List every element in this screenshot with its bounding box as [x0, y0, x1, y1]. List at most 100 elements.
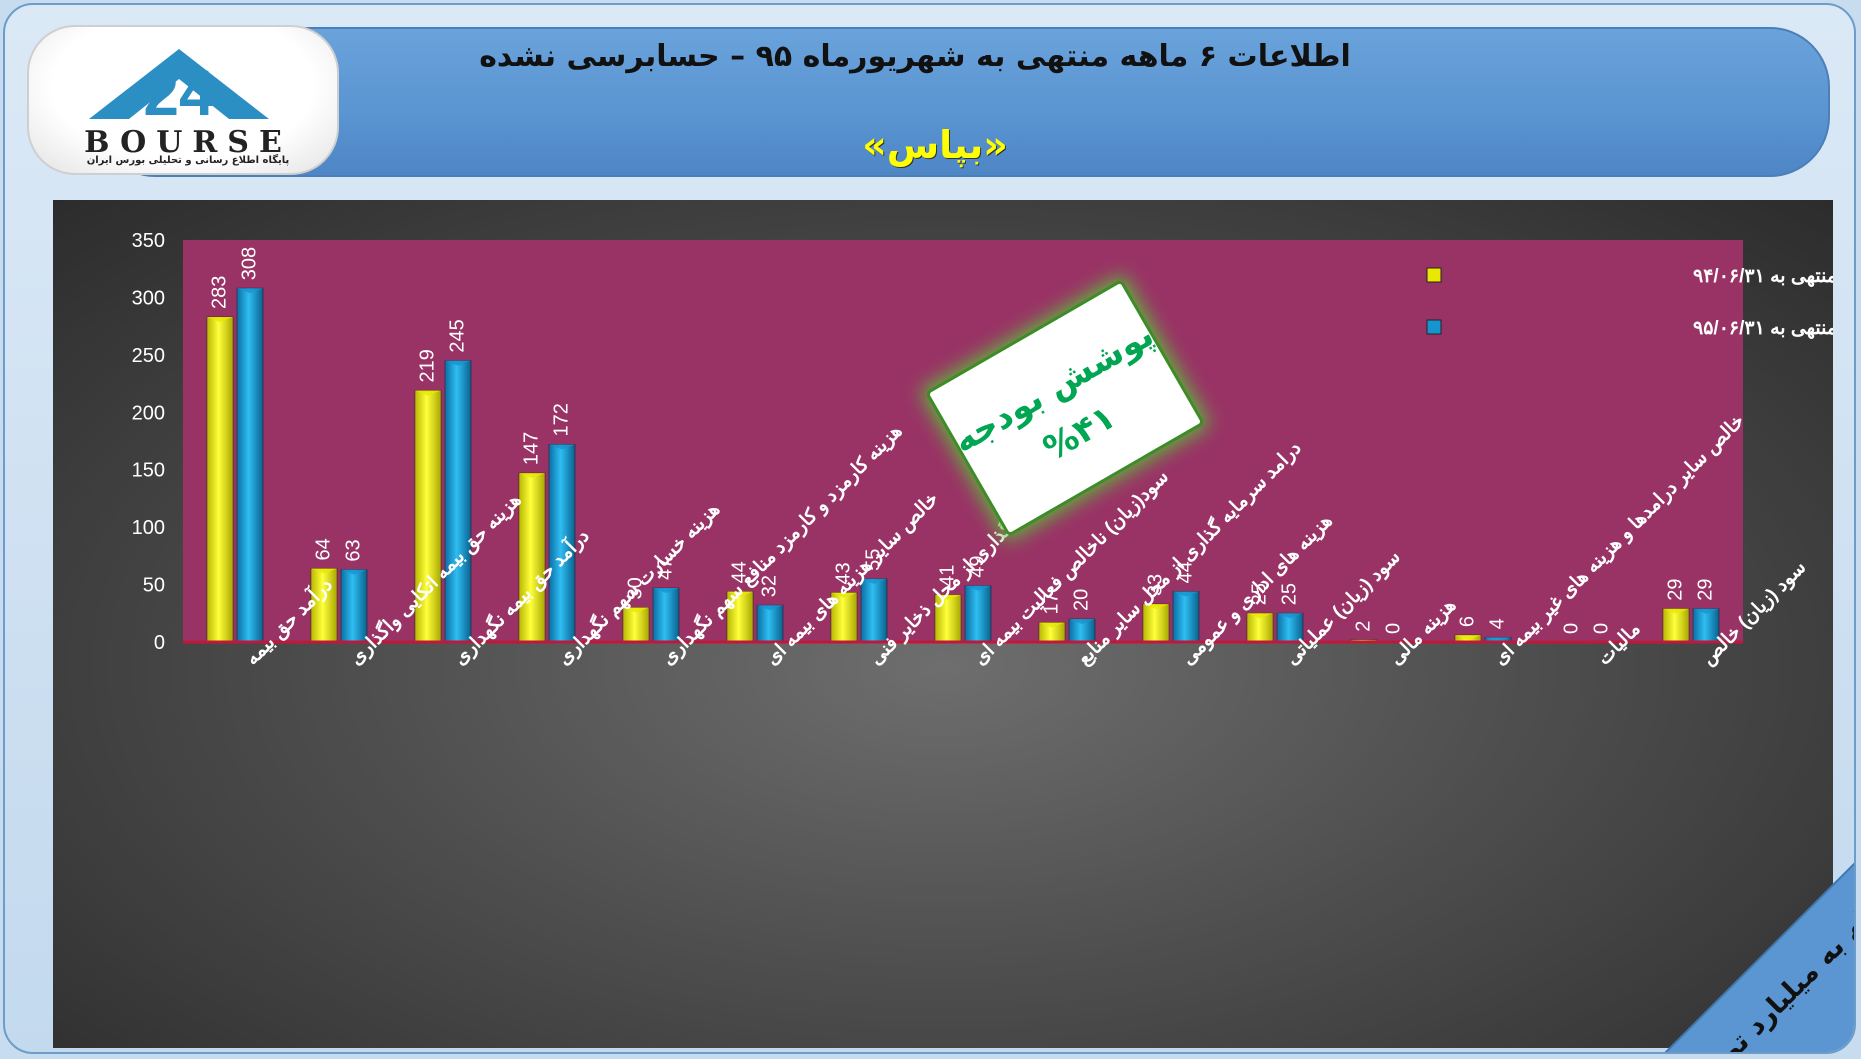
legend-swatch [1426, 267, 1442, 283]
bar-cap [1173, 591, 1199, 597]
bar-cap [653, 588, 679, 594]
y-tick-label: 350 [132, 230, 165, 252]
data-label: 2 [1352, 621, 1374, 632]
bar-cap [1247, 613, 1273, 619]
bar-series-1 [518, 472, 546, 643]
bar-cap [831, 592, 857, 598]
data-label: 0 [1560, 623, 1582, 634]
bourse24-logo: 24 BOURSE پایگاه اطلاع رسانی و تحلیلی بو… [27, 25, 339, 175]
y-tick-label: 250 [132, 345, 165, 367]
legend-label: عملکرد منتهی به ۹۵/۰۶/۳۱ [1693, 318, 1833, 339]
bar-cap [727, 591, 753, 597]
logo-subtitle: پایگاه اطلاع رسانی و تحلیلی بورس ایران [86, 155, 290, 166]
bar-series-2 [860, 578, 888, 643]
company-name: «بپاس» [862, 123, 1008, 167]
logo-number: 24 [143, 57, 215, 127]
bar-series-2 [236, 287, 264, 643]
bar-series-1 [934, 594, 962, 643]
bar-cap [519, 473, 545, 479]
data-label: 30 [624, 577, 646, 599]
bar-cap [965, 585, 991, 591]
bar-series-2 [444, 360, 472, 643]
bars [206, 287, 1720, 643]
data-label: 55 [862, 549, 884, 571]
page-frame: 24 BOURSE پایگاه اطلاع رسانی و تحلیلی بو… [3, 3, 1856, 1054]
data-label: 33 [1144, 574, 1166, 596]
bar-series-1 [1662, 608, 1690, 643]
bar-series-1 [310, 567, 338, 643]
data-label: 44 [1174, 561, 1196, 583]
data-label: 63 [342, 539, 364, 561]
bar-cap [1663, 608, 1689, 614]
data-label: 245 [446, 319, 468, 352]
data-label: 147 [520, 432, 542, 465]
logo-mark-icon: 24 [89, 49, 269, 127]
page-title: اطلاعات ۶ ماهه منتهی به شهریورماه ۹۵ – ح… [479, 39, 1351, 74]
logo-word: BOURSE [84, 125, 292, 160]
bar-series-2 [756, 604, 784, 643]
bar-cap [1039, 622, 1065, 628]
legend-label: عملکرد منتهی به ۹۴/۰۶/۳۱ [1693, 266, 1833, 287]
data-label: 172 [550, 403, 572, 436]
data-label: 6 [1456, 616, 1478, 627]
bar-cap [861, 578, 887, 584]
bar-cap [623, 607, 649, 613]
bar-series-2 [652, 587, 680, 643]
y-tick-label: 150 [132, 460, 165, 482]
y-tick-label: 0 [154, 632, 165, 654]
y-axis: 0 50 100 150 200 250 300 350 [132, 230, 165, 654]
data-label: 47 [654, 558, 676, 580]
bar-cap [1693, 608, 1719, 614]
bar-series-1 [622, 607, 650, 643]
y-tick-label: 300 [132, 287, 165, 309]
bar-cap [445, 360, 471, 366]
chart-area: 0 50 100 150 200 250 300 350 283 308 64 63 219 245 14… [53, 200, 1854, 1048]
data-label: 43 [832, 562, 854, 584]
bar-cap [935, 594, 961, 600]
data-label: 308 [238, 247, 260, 280]
bar-series-2 [964, 585, 992, 643]
legend: عملکرد منتهی به ۹۴/۰۶/۳۱ عملکرد منتهی به … [1426, 266, 1854, 339]
bar-cap [757, 605, 783, 611]
bar-cap [311, 568, 337, 574]
y-tick-label: 200 [132, 402, 165, 424]
data-label: 44 [728, 561, 750, 583]
data-label: 4 [1486, 618, 1508, 629]
data-label: 29 [1664, 578, 1686, 600]
data-label: 0 [1590, 623, 1612, 634]
bar-cap [1455, 635, 1481, 641]
legend-swatch [1426, 319, 1442, 335]
bar-cap [1069, 619, 1095, 625]
data-label: 283 [208, 276, 230, 309]
data-label: 25 [1248, 583, 1270, 605]
bar-cap [1143, 604, 1169, 610]
data-label: 219 [416, 349, 438, 382]
y-tick-label: 50 [143, 575, 165, 597]
bar-cap [549, 444, 575, 450]
bar-series-1 [830, 592, 858, 643]
y-tick-label: 100 [132, 517, 165, 539]
bar-series-2 [340, 569, 368, 643]
data-label: 49 [966, 555, 988, 577]
header-banner [95, 27, 1830, 177]
bar-cap [207, 316, 233, 322]
bar-cap [341, 569, 367, 575]
bar-series-2 [1172, 590, 1200, 643]
data-label: 17 [1040, 592, 1062, 614]
data-label: 64 [312, 538, 334, 560]
bar-cap [415, 390, 441, 396]
data-label: 32 [758, 575, 780, 597]
corner-ribbon: ارقام به میلیارد تومان [1664, 862, 1854, 1052]
bar-cap [237, 288, 263, 294]
budget-badge: پوشش بودجه %۴۱ [921, 274, 1209, 542]
bar-series-2 [548, 443, 576, 643]
data-label: 25 [1278, 583, 1300, 605]
data-label: 41 [936, 565, 958, 587]
bar-series-1 [726, 590, 754, 643]
data-label: 29 [1694, 578, 1716, 600]
bar-series-1 [206, 316, 234, 643]
data-label: 0 [1382, 623, 1404, 634]
bar-cap [1485, 637, 1511, 643]
